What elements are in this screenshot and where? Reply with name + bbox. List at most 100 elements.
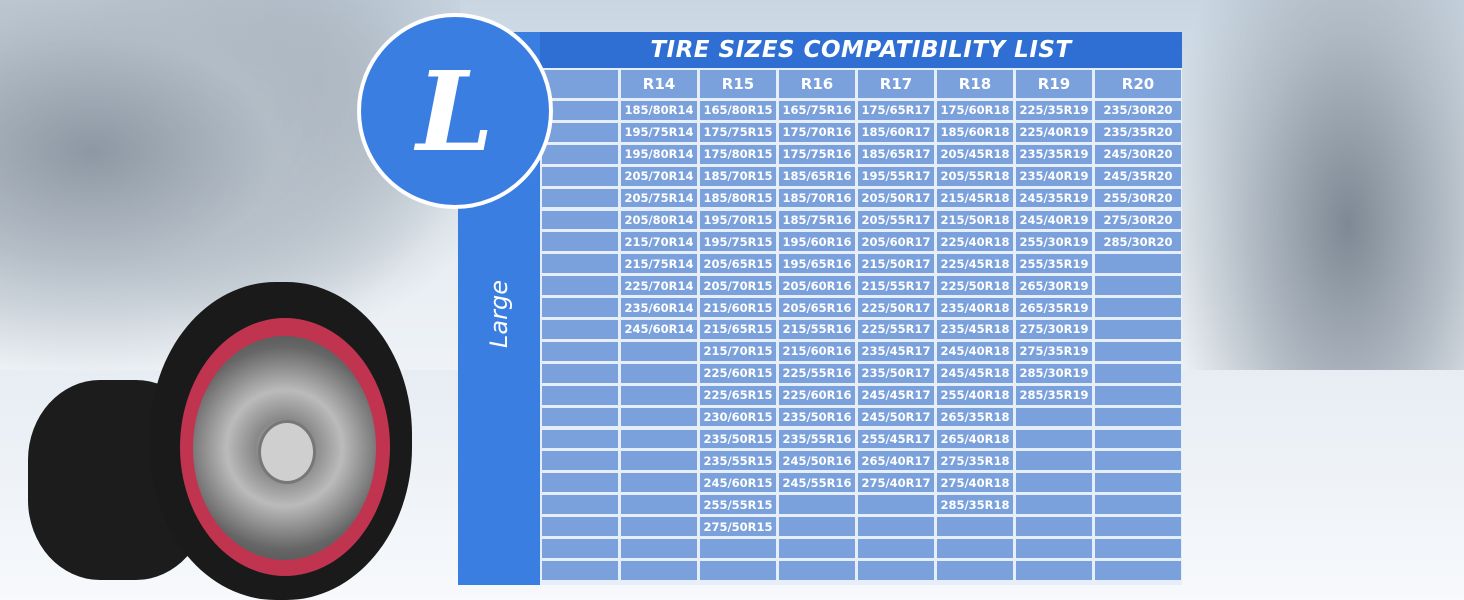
- tire-size-cell: 285/35R18: [937, 495, 1013, 515]
- size-label: Large: [485, 280, 513, 348]
- tire-size-cell: 225/40R19: [1016, 122, 1092, 142]
- tire-size-cell: 255/55R15: [700, 495, 776, 515]
- tire-size-cell: 225/45R18: [937, 254, 1013, 274]
- tire-size-cell: 275/35R19: [1016, 341, 1092, 361]
- column-header-r18: R18: [937, 70, 1013, 98]
- tire-size-cell: 205/50R17: [858, 188, 934, 208]
- tire-size-cell: 215/60R16: [779, 341, 855, 361]
- tire-size-cell: 185/80R15: [700, 188, 776, 208]
- blank-cell: [542, 144, 618, 164]
- tire-size-cell: 205/80R14: [621, 210, 697, 230]
- blank-cell: [542, 495, 618, 515]
- blank-cell: [542, 517, 618, 536]
- tire-size-cell: 245/55R16: [779, 473, 855, 493]
- empty-cell: [1095, 254, 1181, 274]
- empty-cell: [621, 451, 697, 471]
- tire-size-cell: 225/35R19: [1016, 101, 1092, 120]
- tire-size-cell: 185/70R15: [700, 166, 776, 186]
- tire-size-cell: 195/75R15: [700, 232, 776, 252]
- empty-cell: [1016, 407, 1092, 427]
- column-header-r16: R16: [779, 70, 855, 98]
- tire-size-cell: 235/60R14: [621, 298, 697, 317]
- blank-cell: [542, 429, 618, 449]
- empty-cell: [858, 495, 934, 515]
- tire-size-cell: 225/60R16: [779, 385, 855, 405]
- empty-cell: [1016, 429, 1092, 449]
- blank-cell: [542, 320, 618, 339]
- empty-cell: [1095, 385, 1181, 405]
- tire-size-cell: 245/45R18: [937, 363, 1013, 383]
- tire-size-cell: 265/30R19: [1016, 276, 1092, 296]
- blank-cell: [542, 539, 618, 558]
- tire-size-cell: 235/50R15: [700, 429, 776, 449]
- blank-cell: [542, 407, 618, 427]
- tire-size-cell: 185/60R18: [937, 122, 1013, 142]
- empty-cell: [621, 495, 697, 515]
- tire-size-cell: 185/60R17: [858, 122, 934, 142]
- tire-size-cell: 185/80R14: [621, 101, 697, 120]
- wheel-hub: [258, 420, 316, 484]
- tire-size-cell: 195/70R15: [700, 210, 776, 230]
- empty-cell: [1095, 429, 1181, 449]
- column-header-r17: R17: [858, 70, 934, 98]
- tire-size-cell: 175/80R15: [700, 144, 776, 164]
- tire-size-cell: 245/40R19: [1016, 210, 1092, 230]
- empty-cell: [1016, 451, 1092, 471]
- empty-cell: [621, 517, 697, 536]
- empty-cell: [937, 560, 1013, 580]
- tire-size-cell: 195/55R17: [858, 166, 934, 186]
- tire-size-cell: 185/65R17: [858, 144, 934, 164]
- empty-cell: [1016, 517, 1092, 536]
- tire-size-cell: 175/70R16: [779, 122, 855, 142]
- tire-size-cell: 205/65R16: [779, 298, 855, 317]
- table-title: TIRE SIZES COMPATIBILITY LIST: [540, 32, 1182, 68]
- tire-size-cell: 225/50R17: [858, 298, 934, 317]
- empty-cell: [1095, 451, 1181, 471]
- tire-size-cell: 275/30R20: [1095, 210, 1181, 230]
- empty-cell: [1095, 517, 1181, 536]
- empty-cell: [1016, 560, 1092, 580]
- tire-size-cell: 175/65R17: [858, 101, 934, 120]
- tire-size-cell: 205/70R15: [700, 276, 776, 296]
- tire-size-cell: 195/75R14: [621, 122, 697, 142]
- tire-size-cell: 235/40R19: [1016, 166, 1092, 186]
- blank-cell: [542, 166, 618, 186]
- tire-size-cell: 205/55R17: [858, 210, 934, 230]
- empty-cell: [858, 539, 934, 558]
- tire-size-cell: 205/55R18: [937, 166, 1013, 186]
- blank-cell: [542, 363, 618, 383]
- blank-cell: [542, 232, 618, 252]
- tire-size-cell: 185/65R16: [779, 166, 855, 186]
- column-header-r20: R20: [1095, 70, 1181, 98]
- empty-cell: [779, 517, 855, 536]
- tire-size-cell: 215/75R14: [621, 254, 697, 274]
- tire-size-cell: 205/75R14: [621, 188, 697, 208]
- tire-size-cell: 235/45R18: [937, 320, 1013, 339]
- tire-size-cell: 215/45R18: [937, 188, 1013, 208]
- empty-cell: [1016, 495, 1092, 515]
- tire-size-cell: 215/50R17: [858, 254, 934, 274]
- tire-size-cell: 265/35R19: [1016, 298, 1092, 317]
- empty-cell: [621, 560, 697, 580]
- tire-size-cell: 235/50R17: [858, 363, 934, 383]
- blank-cell: [542, 451, 618, 471]
- empty-cell: [1095, 341, 1181, 361]
- empty-cell: [700, 539, 776, 558]
- empty-cell: [1095, 363, 1181, 383]
- tire-size-cell: 175/75R16: [779, 144, 855, 164]
- tire-size-cell: 215/50R18: [937, 210, 1013, 230]
- empty-cell: [1095, 407, 1181, 427]
- tire-size-cell: 245/50R17: [858, 407, 934, 427]
- empty-cell: [621, 385, 697, 405]
- empty-cell: [1095, 539, 1181, 558]
- blank-cell: [542, 188, 618, 208]
- empty-cell: [621, 341, 697, 361]
- tire-size-cell: 255/30R20: [1095, 188, 1181, 208]
- tire-size-cell: 205/45R18: [937, 144, 1013, 164]
- empty-cell: [779, 495, 855, 515]
- tire-size-cell: 215/65R15: [700, 320, 776, 339]
- tire-size-cell: 215/55R16: [779, 320, 855, 339]
- tire-size-cell: 175/75R15: [700, 122, 776, 142]
- blank-cell: [542, 385, 618, 405]
- tire-size-cell: 275/50R15: [700, 517, 776, 536]
